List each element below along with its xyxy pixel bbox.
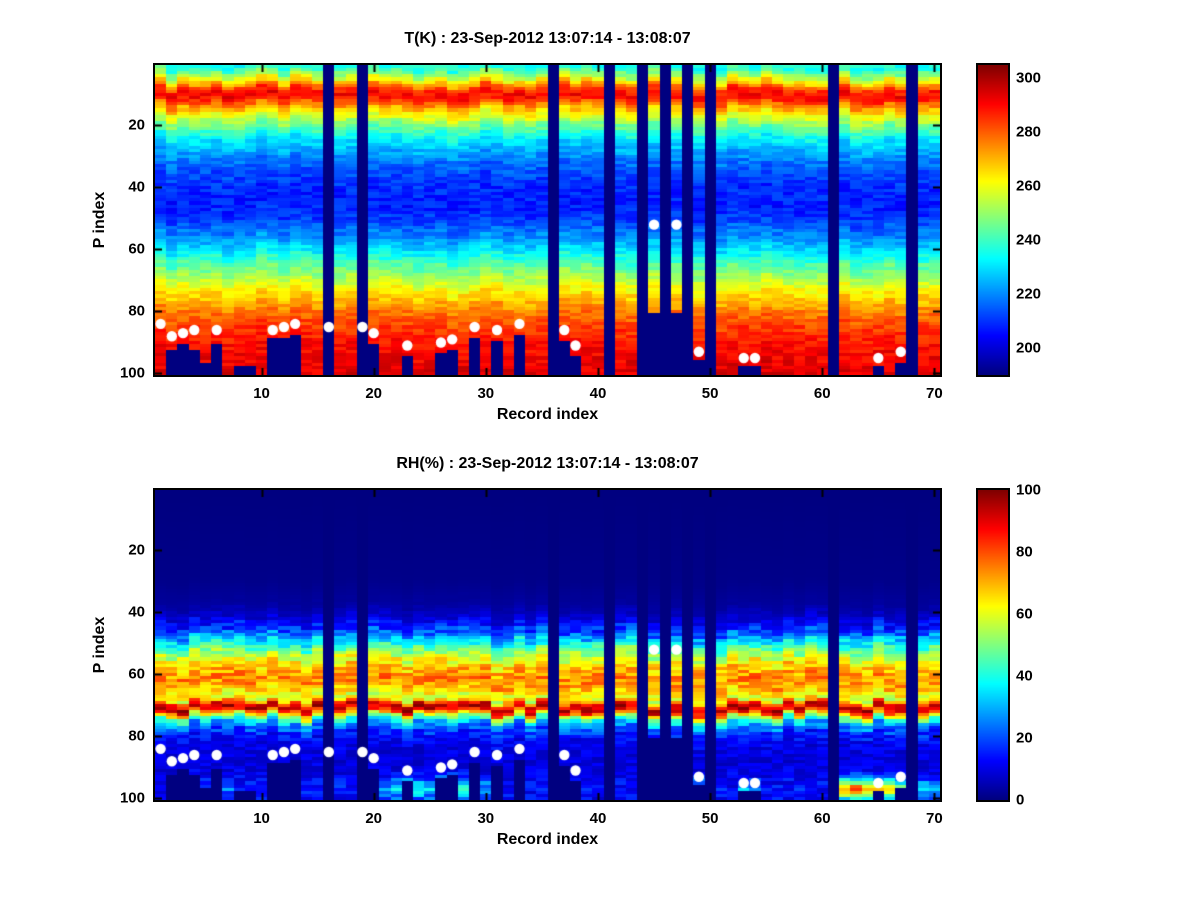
y-tick-label: 100 [119,364,145,382]
x-tick-label: 30 [477,385,495,402]
y-tick-label: 20 [128,116,145,134]
x-tick-label: 10 [253,385,270,402]
y-tick-label: 60 [128,665,145,683]
x-tick-label: 20 [365,810,383,827]
colorbar-tick-label: 20 [1016,729,1033,747]
x-tick-label: 50 [701,385,719,402]
colorbar-tick-label: 60 [1016,605,1033,623]
x-tick-label: 30 [477,810,495,827]
colorbar-tick-label: 260 [1016,177,1042,195]
x-tick-label: 50 [701,810,719,827]
x-tick-label: 10 [253,810,270,827]
x-tick-label: 70 [926,385,943,402]
colorbar-tick-label: 200 [1016,339,1042,357]
y-tick-label: 40 [128,178,145,196]
colorbar-tick-label: 80 [1016,543,1033,561]
humidity-colorbar [976,488,1010,802]
y-tick-label: 60 [128,240,145,258]
x-tick-label: 40 [589,385,607,402]
humidity-heatmap [153,488,942,802]
colorbar-tick-label: 240 [1016,231,1042,249]
y-axis-label: P index [91,616,108,674]
colorbar-tick-label: 100 [1016,481,1042,499]
temperature-heatmap [153,63,942,377]
x-tick-label: 60 [813,810,831,827]
chart-title: T(K) : 23-Sep-2012 13:07:14 - 13:08:07 [404,30,691,47]
colorbar-tick-label: 0 [1016,791,1025,809]
x-axis-label: Record index [496,831,599,848]
colorbar-tick-label: 220 [1016,285,1042,303]
y-tick-label: 80 [128,302,145,320]
y-axis-label: P index [91,191,108,249]
x-tick-label: 40 [589,810,607,827]
x-tick-label: 60 [813,385,831,402]
y-tick-label: 40 [128,603,145,621]
colorbar-tick-label: 40 [1016,667,1033,685]
x-axis-label: Record index [496,406,599,423]
y-tick-label: 20 [128,541,145,559]
temperature-colorbar [976,63,1010,377]
colorbar-tick-label: 300 [1016,69,1042,87]
x-tick-label: 20 [365,385,383,402]
colorbar-tick-label: 280 [1016,123,1042,141]
chart-title: RH(%) : 23-Sep-2012 13:07:14 - 13:08:07 [396,455,699,472]
y-tick-label: 80 [128,727,145,745]
y-tick-label: 100 [119,789,145,807]
x-tick-label: 70 [926,810,943,827]
